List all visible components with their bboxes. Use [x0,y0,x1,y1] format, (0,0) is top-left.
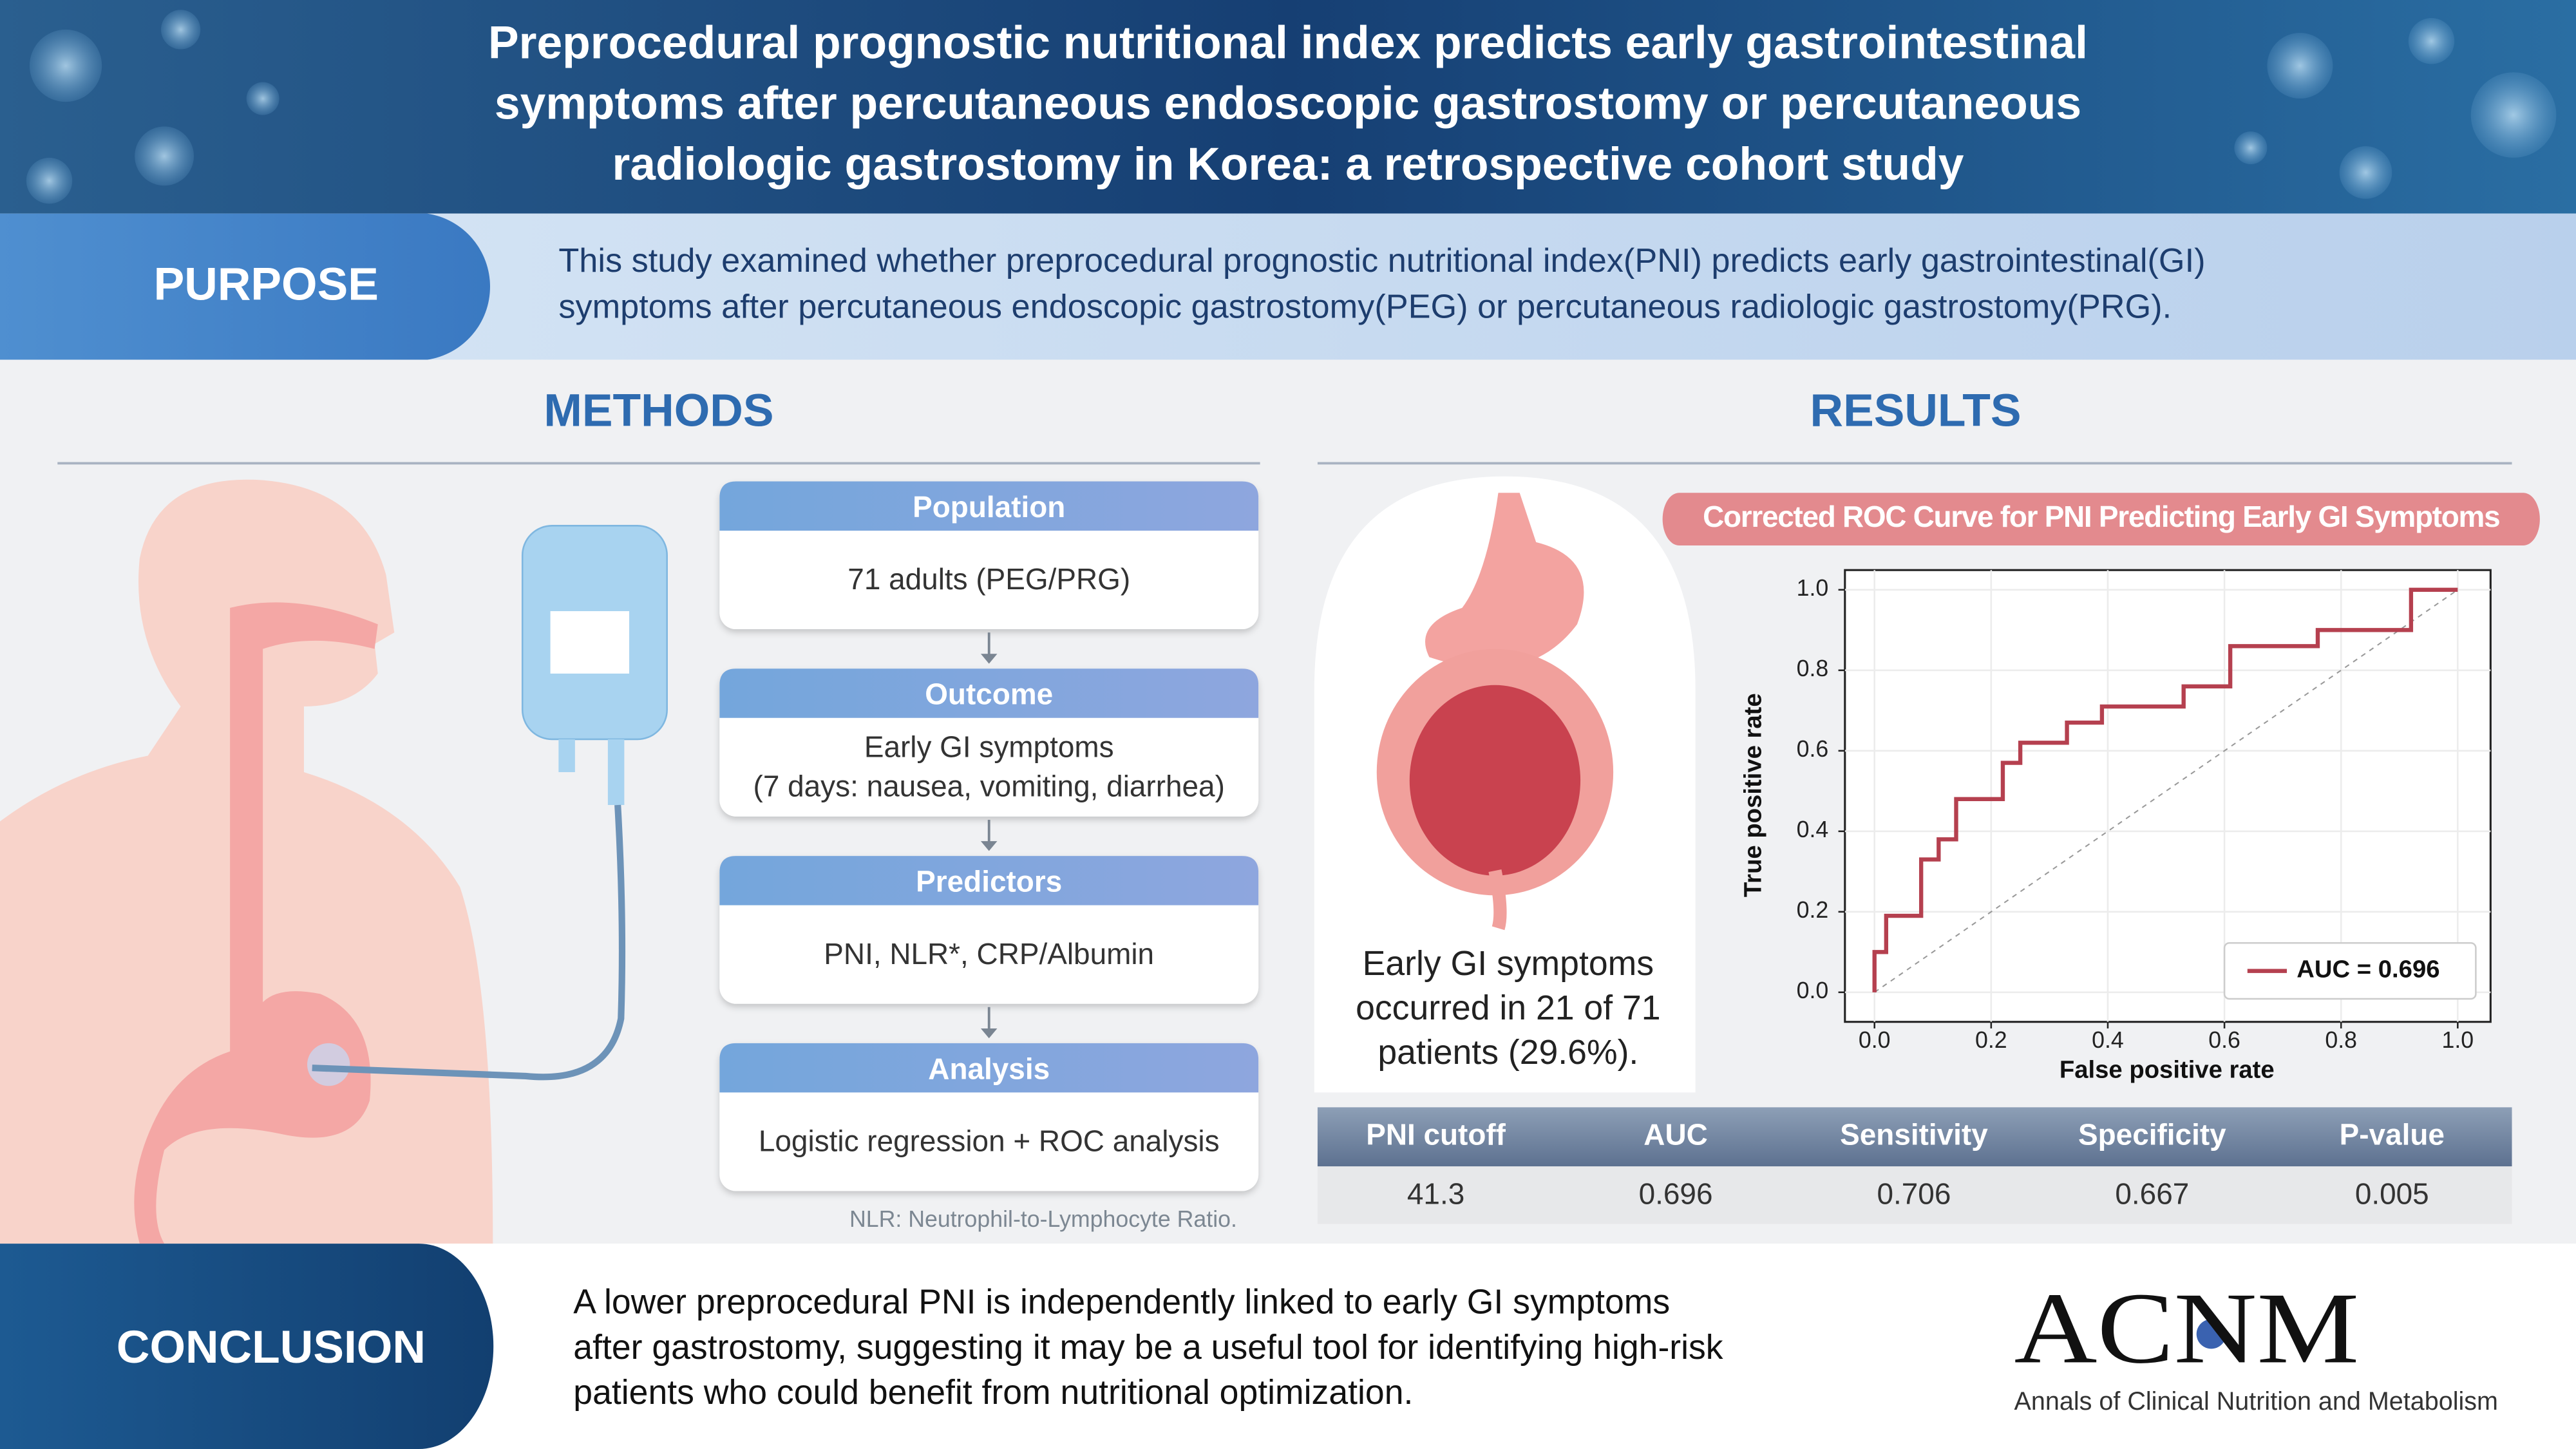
summary-text: patients (29.6%). [1378,1034,1638,1072]
table-cell: 41.3 [1407,1177,1464,1210]
x-tick-label: 0.0 [1859,1027,1891,1053]
y-axis-label: True positive rate [1739,693,1767,897]
purpose-text: This study examined whether preprocedura… [558,242,2205,279]
step-header [719,1043,1259,1093]
step-arrow-head [980,654,998,664]
table-header: Specificity [2078,1117,2226,1151]
conclusion-text: A lower preprocedural PNI is independent… [573,1283,1670,1321]
step-header [719,856,1259,905]
chart-title: Corrected ROC Curve for PNI Predicting E… [1703,500,2499,533]
step-arrow-head [980,1028,998,1039]
y-tick-label: 0.0 [1797,978,1829,1003]
purpose-text: symptoms after percutaneous endoscopic g… [558,288,2172,325]
x-tick-label: 0.4 [2092,1027,2124,1053]
summary-text: occurred in 21 of 71 [1356,989,1660,1027]
table-header: AUC [1643,1117,1707,1151]
table-header: PNI cutoff [1366,1117,1506,1151]
conclusion-pill [0,1244,494,1449]
table-cell: 0.667 [2115,1177,2189,1210]
conclusion-text: after gastrostomy, suggesting it may be … [573,1329,1723,1367]
step-arrow-head [980,841,998,851]
logo-dot [2196,1319,2226,1349]
step-title: Predictors [916,865,1062,898]
y-tick-label: 0.4 [1797,817,1829,842]
roc-curve [1872,587,2458,992]
x-tick-label: 1.0 [2442,1027,2474,1053]
table-header-band [1317,1107,2512,1167]
conclusion-text: patients who could benefit from nutritio… [573,1374,1413,1412]
y-tick-label: 0.6 [1797,736,1829,762]
x-tick-label: 0.6 [2208,1027,2240,1053]
table-row-band [1317,1166,2512,1224]
table-header: P-value [2340,1117,2445,1151]
y-tick-label: 1.0 [1797,575,1829,601]
step-text: Early GI symptoms [864,730,1114,763]
purpose-label: PURPOSE [154,258,379,310]
human-illustration [0,479,493,1244]
table-header: Sensitivity [1840,1117,1988,1151]
y-tick-label: 0.2 [1797,897,1829,923]
x-axis-label: False positive rate [2060,1056,2275,1083]
journal-logo: ACNM [2014,1272,2360,1385]
chart-title-pill [1662,493,2540,545]
step-header [719,668,1259,718]
title-line: symptoms after percutaneous endoscopic g… [495,78,2081,129]
molecule-decoration [26,10,2557,204]
x-tick-label: 0.2 [1975,1027,2007,1053]
y-tick-label: 0.8 [1797,656,1829,681]
header-band [0,0,2576,214]
step-title: Analysis [928,1052,1050,1085]
intestine-illustration [1376,493,1614,931]
step-text: Logistic regression + ROC analysis [759,1124,1220,1158]
feeding-bag [312,525,668,1081]
title-line: Preprocedural prognostic nutritional ind… [488,17,2088,68]
footnote: NLR: Neutrophil-to-Lymphocyte Ratio. [849,1206,1237,1232]
section-heading: RESULTS [1810,385,2022,437]
legend-label: AUC = 0.696 [2297,956,2439,983]
table-cell: 0.005 [2355,1177,2429,1210]
step-title: Outcome [925,677,1053,711]
conclusion-label: CONCLUSION [117,1321,426,1373]
step-title: Population [913,490,1065,524]
step-text: (7 days: nausea, vomiting, diarrhea) [753,770,1225,803]
legend-box [2223,942,2477,1000]
title-line: radiologic gastrostomy in Korea: a retro… [612,138,1964,190]
step-text: PNI, NLR*, CRP/Albumin [824,937,1154,971]
step-text: 71 adults (PEG/PRG) [848,562,1130,596]
summary-text: Early GI symptoms [1363,945,1654,983]
x-tick-label: 0.8 [2325,1027,2357,1053]
table-cell: 0.696 [1639,1177,1713,1210]
table-cell: 0.706 [1877,1177,1951,1210]
purpose-pill [0,213,490,360]
journal-name: Annals of Clinical Nutrition and Metabol… [2014,1387,2498,1416]
step-header [719,481,1259,531]
section-heading: METHODS [544,385,773,437]
